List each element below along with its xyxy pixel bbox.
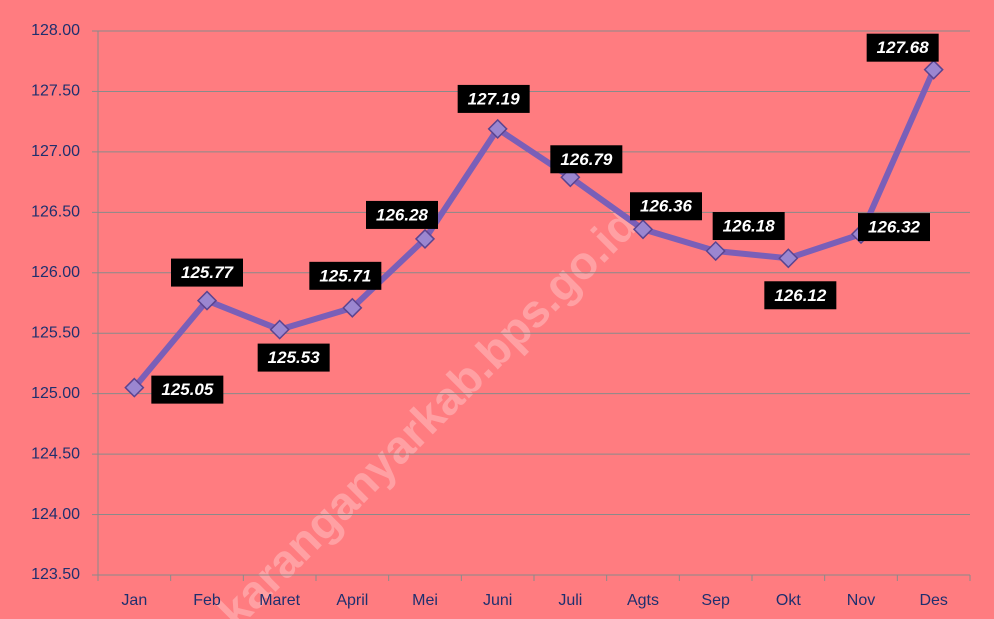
x-tick-label: Jan [121, 592, 147, 609]
marker [414, 228, 436, 249]
x-tick-label: Sep [701, 592, 730, 609]
data-label: 126.12 [774, 286, 827, 305]
data-label-box [151, 375, 224, 404]
x-tick-label: Juni [483, 592, 512, 609]
x-tick-label: Okt [776, 592, 801, 609]
marker [196, 290, 218, 311]
x-tick-label: Feb [193, 592, 221, 609]
y-tick-label: 126.50 [31, 204, 80, 221]
y-tick-label: 128.00 [31, 22, 80, 39]
data-label-box [858, 213, 930, 242]
marker [923, 59, 944, 80]
data-label: 126.28 [376, 205, 429, 224]
data-label-box [712, 212, 785, 241]
x-tick-label: Mei [412, 592, 438, 609]
x-tick-label: Des [919, 592, 947, 609]
data-label-box [171, 258, 243, 287]
marker [705, 240, 726, 262]
marker [269, 319, 290, 340]
data-label: 126.18 [723, 217, 776, 236]
data-label: 127.19 [468, 89, 521, 108]
marker [342, 297, 363, 318]
data-label: 126.79 [560, 150, 613, 169]
data-label: 125.71 [319, 266, 371, 285]
data-label: 126.32 [868, 218, 921, 237]
marker [487, 118, 508, 139]
y-tick-label: 125.00 [31, 385, 80, 402]
x-tick-label: April [336, 592, 368, 609]
x-tick-label: Agts [627, 592, 659, 609]
y-tick-label: 124.50 [31, 445, 80, 462]
y-tick-label: 127.00 [31, 143, 80, 160]
data-label-box [309, 261, 382, 290]
data-label-box [764, 281, 837, 310]
data-label: 125.77 [181, 263, 235, 282]
data-label-box [257, 343, 330, 372]
data-label-box [457, 84, 530, 113]
data-label: 125.53 [268, 348, 321, 367]
data-label: 127.68 [877, 38, 930, 57]
marker [124, 377, 145, 398]
y-tick-label: 127.50 [31, 83, 80, 100]
data-label-box [366, 200, 438, 229]
y-tick-label: 123.50 [31, 566, 80, 583]
y-tick-label: 126.00 [31, 264, 80, 281]
x-tick-label: Juli [558, 592, 582, 609]
data-label-box [550, 145, 623, 174]
y-tick-label: 125.50 [31, 324, 80, 341]
y-tick-label: 124.00 [31, 506, 80, 523]
x-tick-label: Nov [847, 592, 875, 609]
marker [778, 248, 799, 269]
marker [632, 219, 654, 240]
data-label: 125.05 [161, 380, 214, 399]
data-label-box [630, 192, 702, 221]
data-label-box [866, 33, 939, 62]
x-tick-label: Maret [259, 592, 300, 609]
data-label: 126.36 [640, 197, 693, 216]
series-line [132, 68, 937, 390]
